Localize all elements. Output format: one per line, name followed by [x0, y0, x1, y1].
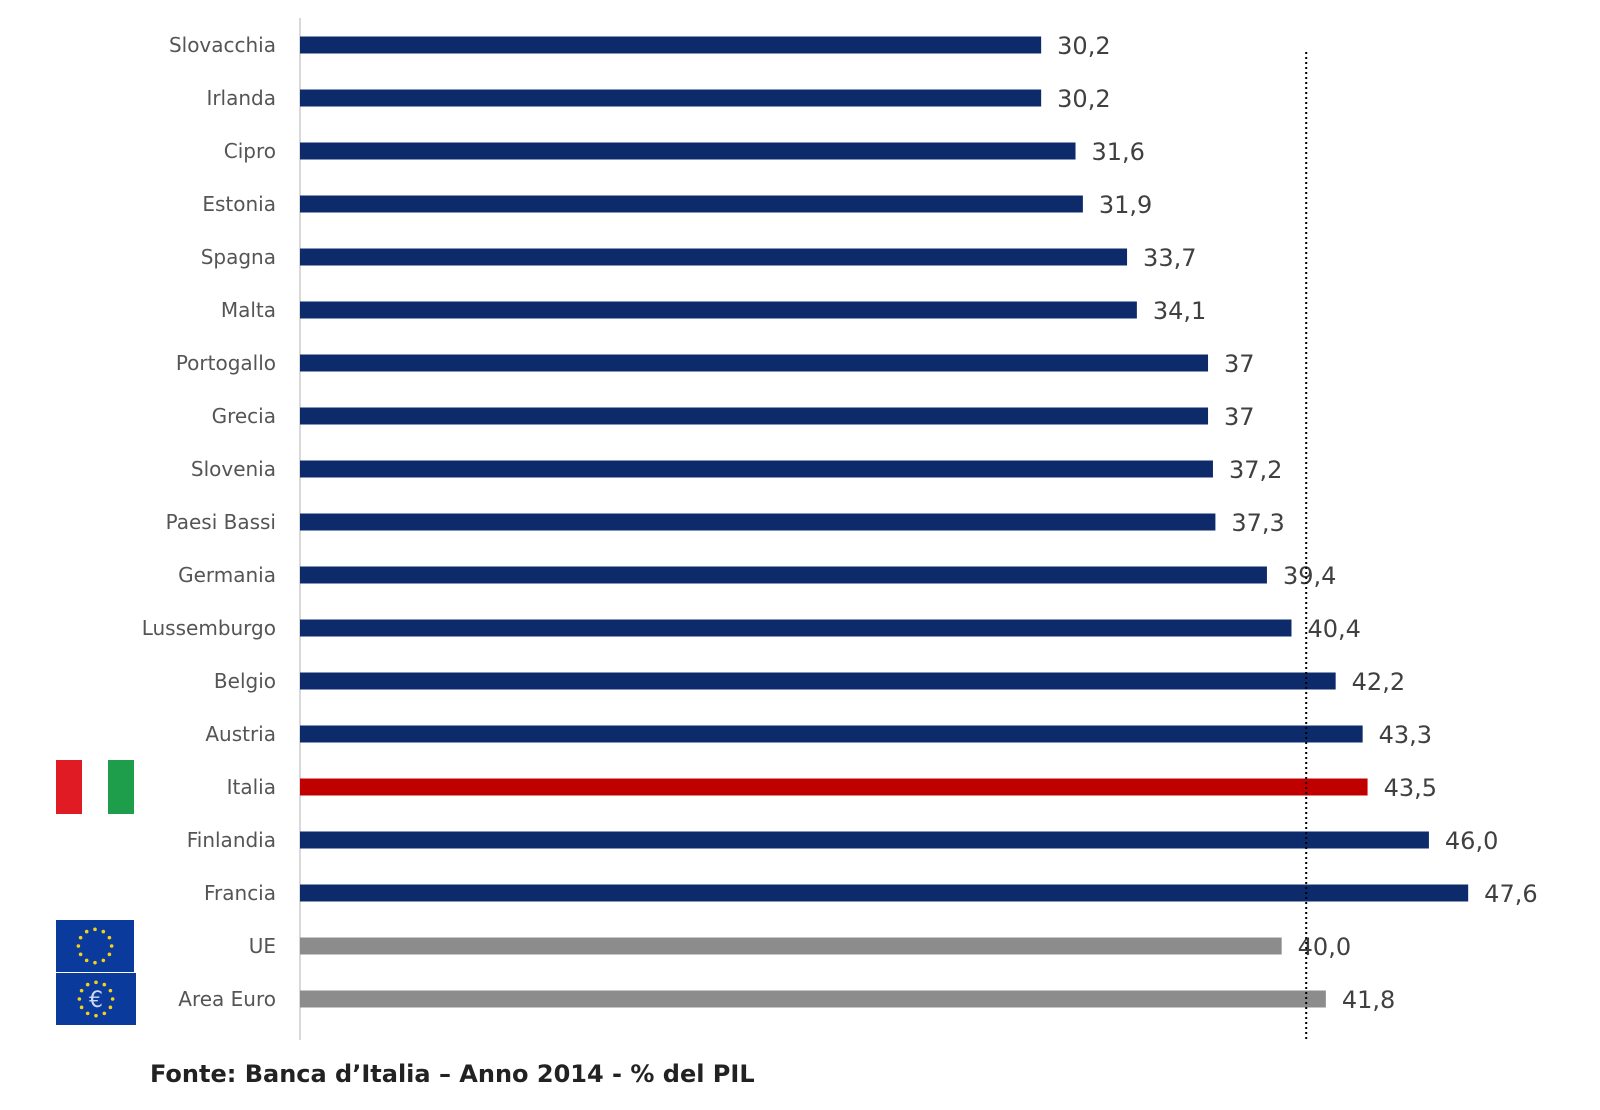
bar-italia — [300, 778, 1368, 796]
value-label-slovenia: 37,2 — [1229, 456, 1282, 484]
value-label-irlanda: 30,2 — [1057, 85, 1110, 113]
value-label-portogallo: 37 — [1224, 350, 1255, 378]
bars-layer: Slovacchia 30,2 Irlanda 30,2 Cipro 31,6 Estoni… — [142, 32, 1538, 1014]
bar-slovenia — [300, 460, 1213, 478]
bar-austria — [300, 725, 1363, 743]
bar-ue — [300, 937, 1282, 955]
bar-irlanda — [300, 89, 1042, 107]
bar-estonia — [300, 195, 1083, 213]
value-label-estonia: 31,9 — [1099, 191, 1152, 219]
svg-text:€: € — [89, 988, 103, 1013]
value-label-italia: 43,5 — [1384, 774, 1437, 802]
bar-cipro — [300, 142, 1076, 160]
category-label-austria: Austria — [205, 722, 276, 746]
category-label-irlanda: Irlanda — [206, 86, 276, 110]
bar-spagna — [300, 248, 1128, 266]
category-label-slovacchia: Slovacchia — [169, 33, 276, 57]
value-label-finlandia: 46,0 — [1445, 827, 1498, 855]
value-label-germania: 39,4 — [1283, 562, 1336, 590]
eu-flag-icon — [56, 920, 134, 972]
category-label-belgio: Belgio — [214, 669, 276, 693]
value-label-cipro: 31,6 — [1092, 138, 1145, 166]
bar-malta — [300, 301, 1137, 319]
value-label-paesi-bassi: 37,3 — [1231, 509, 1284, 537]
bar-germania — [300, 566, 1267, 584]
value-label-grecia: 37 — [1224, 403, 1255, 431]
category-label-estonia: Estonia — [202, 192, 276, 216]
value-label-belgio: 42,2 — [1352, 668, 1405, 696]
category-label-francia: Francia — [204, 881, 276, 905]
category-label-ue: UE — [249, 934, 276, 958]
italy-flag-icon — [56, 760, 134, 814]
flags-layer: € — [56, 760, 136, 1025]
category-label-cipro: Cipro — [224, 139, 276, 163]
bar-francia — [300, 884, 1469, 902]
bar-grecia — [300, 407, 1209, 425]
category-label-finlandia: Finlandia — [187, 828, 276, 852]
bar-lussemburgo — [300, 619, 1292, 637]
euro-area-flag-icon: € — [56, 973, 136, 1025]
category-label-lussemburgo: Lussemburgo — [142, 616, 276, 640]
category-label-germania: Germania — [178, 563, 276, 587]
bar-portogallo — [300, 354, 1209, 372]
category-label-spagna: Spagna — [201, 245, 276, 269]
category-label-paesi-bassi: Paesi Bassi — [166, 510, 276, 534]
bar-slovacchia — [300, 36, 1042, 54]
source-note: Fonte: Banca d’Italia – Anno 2014 - % de… — [150, 1060, 755, 1088]
value-label-austria: 43,3 — [1379, 721, 1432, 749]
value-label-area-euro: 41,8 — [1342, 986, 1395, 1014]
value-label-lussemburgo: 40,4 — [1307, 615, 1360, 643]
value-label-malta: 34,1 — [1153, 297, 1206, 325]
bar-finlandia — [300, 831, 1429, 849]
bar-paesi-bassi — [300, 513, 1216, 531]
category-label-italia: Italia — [227, 775, 276, 799]
value-label-spagna: 33,7 — [1143, 244, 1196, 272]
bar-area-euro — [300, 990, 1326, 1008]
category-label-malta: Malta — [221, 298, 276, 322]
bar-belgio — [300, 672, 1336, 690]
value-label-slovacchia: 30,2 — [1057, 32, 1110, 60]
category-label-grecia: Grecia — [212, 404, 276, 428]
value-label-francia: 47,6 — [1484, 880, 1537, 908]
category-label-slovenia: Slovenia — [191, 457, 276, 481]
category-label-portogallo: Portogallo — [176, 351, 276, 375]
category-label-area-euro: Area Euro — [178, 987, 276, 1011]
